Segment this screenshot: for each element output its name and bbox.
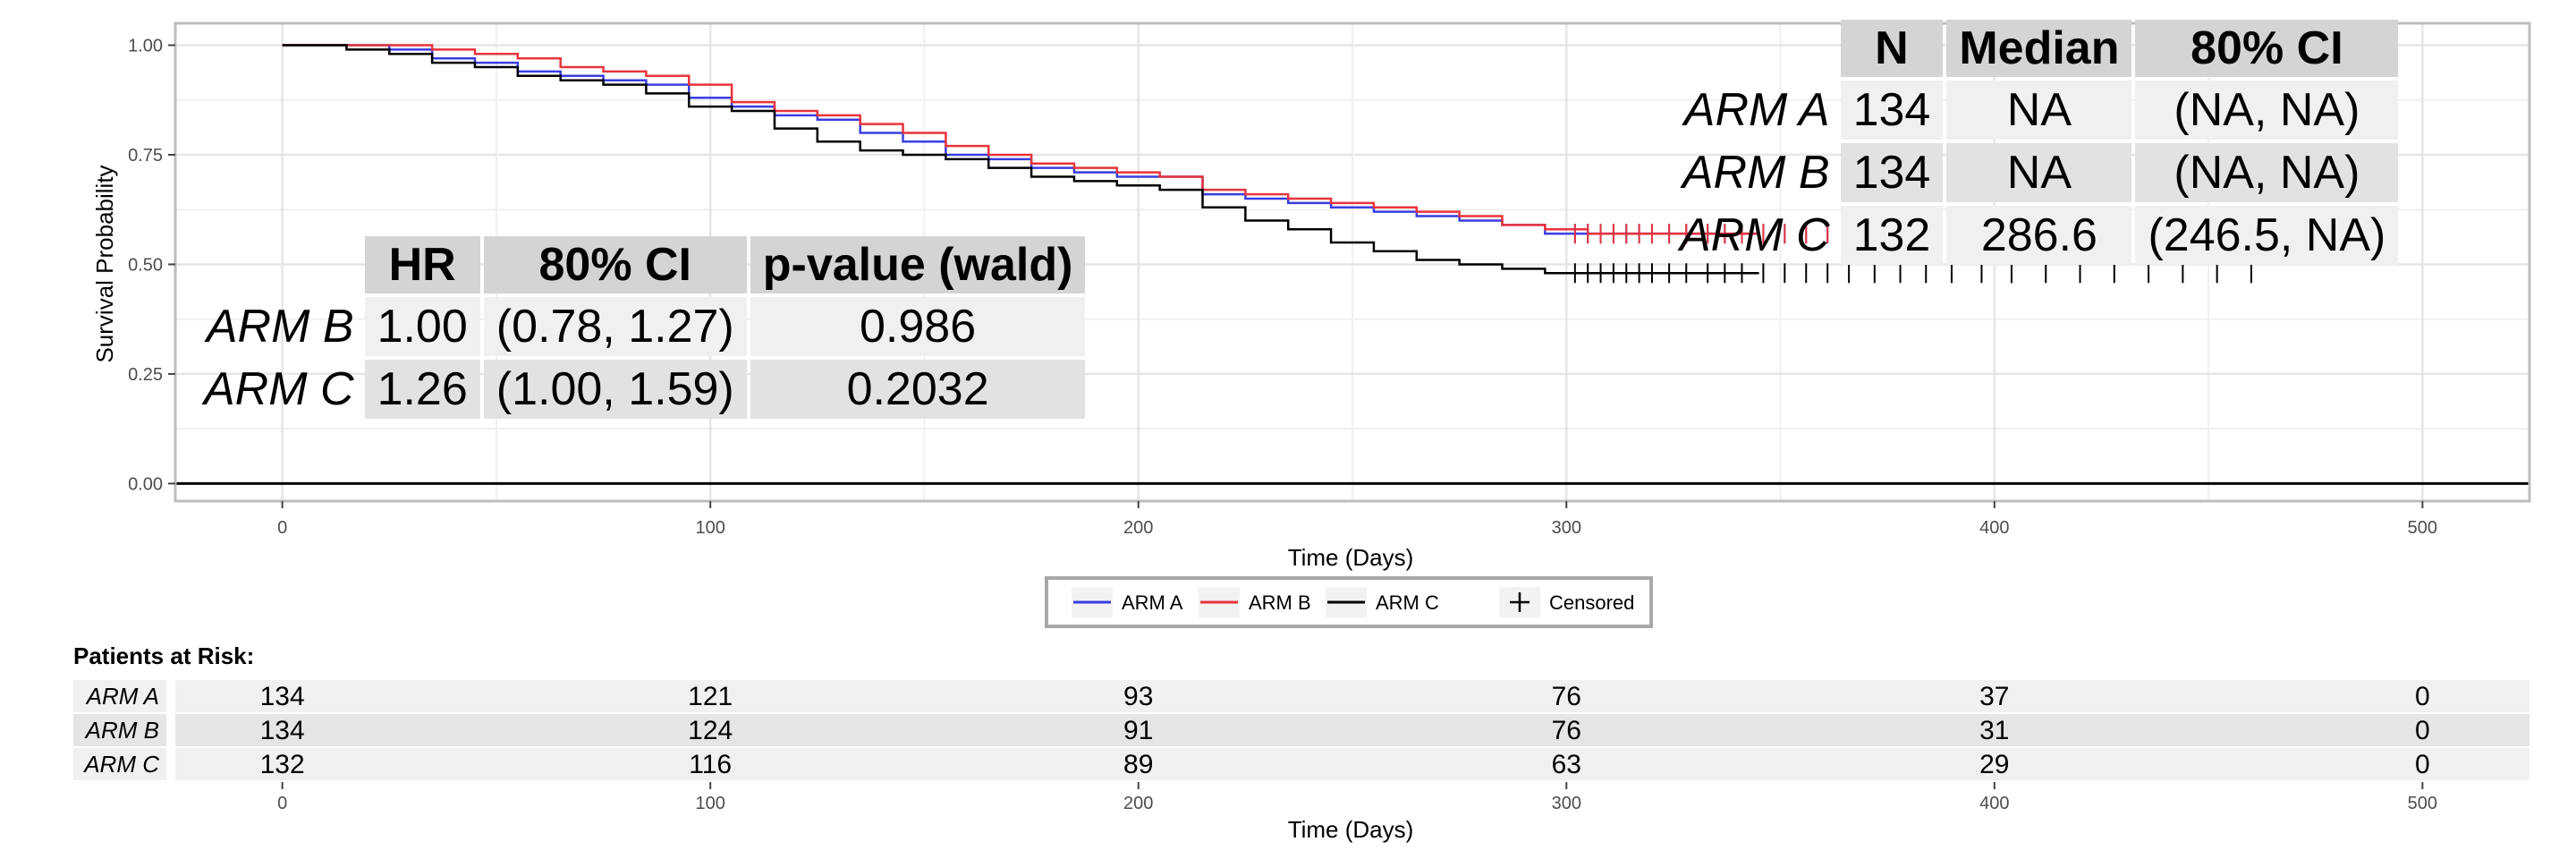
risk-count: 29 xyxy=(1979,750,2009,779)
risk-row-label: ARM A xyxy=(85,683,159,710)
table-cell: (1.00, 1.59) xyxy=(483,360,747,419)
y-tick-label: 1.00 xyxy=(128,36,163,55)
risk-x-tick-label: 500 xyxy=(2408,794,2437,813)
table-cell: (0.78, 1.27) xyxy=(483,297,747,356)
column-header: HR xyxy=(364,236,480,293)
table-cell: (246.5, NA) xyxy=(2135,206,2399,265)
legend-label: Censored xyxy=(1549,591,1634,614)
legend-label: ARM B xyxy=(1249,591,1311,614)
y-tick-label: 0.25 xyxy=(128,365,163,385)
risk-count: 89 xyxy=(1123,750,1153,779)
hazard-ratio-table: HR 80% CI p-value (wald) ARM B 1.00 (0.7… xyxy=(188,233,1089,422)
table-cell: 134 xyxy=(1840,143,1944,202)
x-tick-label: 100 xyxy=(695,518,724,538)
risk-count: 37 xyxy=(1979,682,2009,711)
table-corner xyxy=(1667,20,1837,77)
table-corner xyxy=(191,236,361,293)
legend-label: ARM C xyxy=(1376,591,1439,614)
risk-count: 132 xyxy=(260,750,305,779)
y-tick-label: 0.00 xyxy=(128,474,163,494)
risk-count: 93 xyxy=(1123,682,1153,711)
risk-table-title: Patients at Risk: xyxy=(73,642,254,669)
risk-count: 76 xyxy=(1552,716,1581,745)
legend-label: ARM A xyxy=(1122,591,1183,614)
risk-x-tick-label: 100 xyxy=(695,794,724,813)
risk-row-label: ARM B xyxy=(84,717,159,744)
risk-x-tick-label: 300 xyxy=(1552,794,1581,813)
x-tick-label: 300 xyxy=(1552,518,1581,538)
legend: ARM A ARM B ARM C Censored xyxy=(1045,576,1653,628)
table-cell: 132 xyxy=(1840,206,1944,265)
risk-row-band xyxy=(175,680,2529,712)
column-header: N xyxy=(1840,20,1944,77)
survival-curves xyxy=(282,44,1759,275)
risk-table: ARM A 134 121 93 76 37 0 ARM B 134 124 91 76 31 0 ARM … xyxy=(73,680,2529,813)
series-line-arm-b xyxy=(282,44,1759,235)
series-line-arm-c xyxy=(282,44,1759,275)
table-cell: (NA, NA) xyxy=(2135,143,2399,202)
risk-count: 134 xyxy=(260,716,305,745)
y-tick-label: 0.75 xyxy=(128,146,163,166)
row-label: ARM B xyxy=(206,301,354,353)
row-label: ARM B xyxy=(1682,147,1830,199)
risk-count: 134 xyxy=(260,682,305,711)
risk-count: 31 xyxy=(1979,716,2009,745)
risk-row-band xyxy=(175,714,2529,746)
column-header: 80% CI xyxy=(2135,20,2399,77)
risk-x-tick-label: 0 xyxy=(277,794,287,813)
risk-row-label-band xyxy=(73,714,166,746)
x-tick-label: 400 xyxy=(1979,518,2009,538)
x-tick-label: 0 xyxy=(277,518,287,538)
risk-count: 0 xyxy=(2415,716,2430,745)
risk-count: 0 xyxy=(2415,682,2430,711)
table-cell: 0.986 xyxy=(750,297,1086,356)
table-row: ARM B 1.00 (0.78, 1.27) 0.986 xyxy=(191,297,1086,356)
median-survival-table: N Median 80% CI ARM A 134 NA (NA, NA) AR… xyxy=(1664,16,2402,268)
x-tick-label: 500 xyxy=(2408,518,2437,538)
table-cell: 134 xyxy=(1840,81,1944,140)
y-tick-label: 0.50 xyxy=(128,255,163,275)
panel-border xyxy=(174,21,2531,503)
risk-count: 76 xyxy=(1552,682,1581,711)
x-axis-label: Time (Days) xyxy=(1288,544,1414,571)
risk-x-tick-label: 200 xyxy=(1123,794,1153,813)
column-header: Median xyxy=(1946,20,2132,77)
y-axis-label: Survival Probability xyxy=(91,165,118,362)
risk-x-axis-label: Time (Days) xyxy=(1288,816,1414,843)
risk-count: 121 xyxy=(688,682,733,711)
table-cell: 0.2032 xyxy=(750,360,1086,419)
axes: 0 100 200 300 400 500 0.00 0.25 0.50 0.75 1.00 xyxy=(128,36,2437,538)
risk-count: 116 xyxy=(689,750,732,779)
row-label: ARM A xyxy=(1683,84,1830,136)
table-cell: 286.6 xyxy=(1946,206,2132,265)
table-cell: NA xyxy=(1946,81,2132,140)
x-tick-label: 200 xyxy=(1123,518,1153,538)
table-row: ARM C 132 286.6 (246.5, NA) xyxy=(1667,206,2399,265)
table-cell: 1.00 xyxy=(364,297,480,356)
table-cell: (NA, NA) xyxy=(2135,81,2399,140)
table-cell: NA xyxy=(1946,143,2132,202)
risk-count: 0 xyxy=(2415,750,2430,779)
row-label: ARM C xyxy=(1680,209,1830,261)
risk-row-band xyxy=(175,748,2529,780)
table-row: ARM C 1.26 (1.00, 1.59) 0.2032 xyxy=(191,360,1086,419)
risk-count: 63 xyxy=(1552,750,1581,779)
risk-row-label-band xyxy=(73,680,166,712)
column-header: p-value (wald) xyxy=(750,236,1086,293)
risk-count: 124 xyxy=(688,716,733,745)
risk-row-label: ARM C xyxy=(82,751,159,778)
row-label: ARM C xyxy=(204,363,354,415)
risk-count: 91 xyxy=(1123,716,1153,745)
risk-x-tick-label: 400 xyxy=(1979,794,2009,813)
table-row: ARM B 134 NA (NA, NA) xyxy=(1667,143,2399,202)
risk-row-label-band xyxy=(73,748,166,780)
column-header: 80% CI xyxy=(483,236,747,293)
table-row: ARM A 134 NA (NA, NA) xyxy=(1667,81,2399,140)
table-cell: 1.26 xyxy=(364,360,480,419)
